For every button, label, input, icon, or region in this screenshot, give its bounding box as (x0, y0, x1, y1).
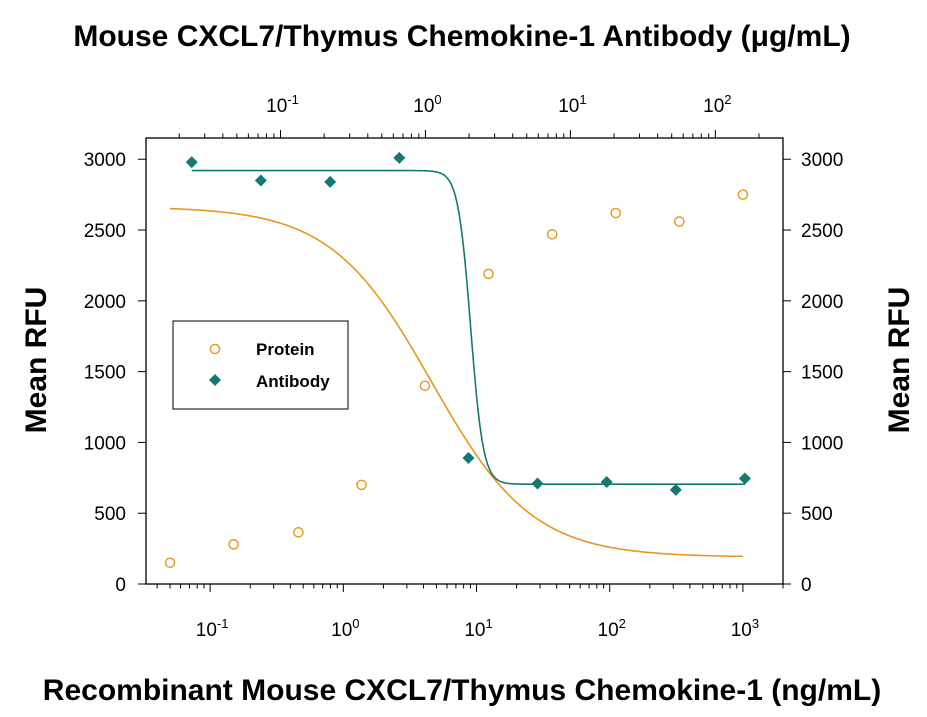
y-left-tick-label: 1000 (84, 433, 126, 454)
y-axis-label-left: Mean RFU (20, 287, 53, 434)
protein-data-point (293, 527, 304, 538)
bottom-tick-label: 10-1 (196, 616, 229, 641)
antibody-data-point (254, 174, 267, 187)
curves-layer (170, 169, 745, 558)
antibody-data-point (600, 476, 613, 489)
bottom-tick-label: 103 (731, 616, 759, 641)
y-right-tick-label: 3000 (801, 150, 843, 171)
chart-title: Mouse CXCL7/Thymus Chemokine-1 Antibody … (73, 20, 850, 53)
legend-box (172, 320, 349, 410)
y-right-tick-label: 0 (801, 575, 812, 596)
antibody-data-point (669, 483, 682, 496)
protein-data-point (164, 557, 176, 569)
protein-data-point (546, 228, 558, 240)
y-right-tick-label: 2000 (801, 292, 843, 313)
y-left-tick-label: 2000 (84, 292, 126, 313)
y-right-tick-label: 1500 (801, 363, 843, 384)
y-right-tick-label: 2500 (801, 221, 843, 242)
top-tick-label: 101 (558, 92, 586, 117)
legend-antibody-label: Antibody (256, 372, 330, 391)
top-tick-label: 100 (413, 92, 441, 117)
antibody-data-point (393, 151, 406, 164)
y-left-tick-label: 0 (115, 575, 126, 596)
antibody-data-point (324, 175, 337, 188)
bottom-tick-label: 101 (464, 616, 492, 641)
y-axis-label-right: Mean RFU (883, 287, 916, 434)
top-tick-label: 10-1 (266, 92, 299, 117)
protein-data-point (483, 268, 494, 280)
antibody-data-point (462, 451, 475, 464)
antibody-data-point (185, 156, 198, 169)
legend-antibody-marker (209, 374, 221, 386)
legend-protein-marker (209, 343, 221, 355)
bottom-tick-label: 100 (331, 616, 359, 641)
protein-data-point (419, 380, 431, 392)
plot-frame (145, 137, 784, 585)
protein-data-point (737, 189, 749, 200)
x-axis-label: Recombinant Mouse CXCL7/Thymus Chemokine… (43, 674, 881, 707)
y-right-tick-label: 1000 (801, 433, 843, 454)
legend-protein-label: Protein (256, 340, 315, 359)
y-left-tick-label: 1500 (84, 363, 126, 384)
protein-data-point (610, 207, 622, 219)
protein-fit-curve (170, 207, 743, 558)
protein-data-point (228, 539, 239, 550)
protein-data-point (356, 479, 367, 491)
antibody-fit-curve (191, 169, 745, 485)
ticks-layer: 10-1 100 101 102 103 10-1 100 101 102 0 0 500 500 100… (84, 92, 844, 641)
bottom-tick-label: 102 (598, 616, 626, 641)
y-left-tick-label: 2500 (84, 221, 126, 242)
y-left-tick-label: 3000 (84, 150, 126, 171)
protein-data-point (673, 216, 685, 227)
top-tick-label: 102 (703, 92, 731, 117)
antibody-data-point (531, 477, 544, 490)
points-layer (164, 151, 751, 569)
y-left-tick-label: 500 (94, 504, 126, 525)
y-right-tick-label: 500 (801, 504, 833, 525)
antibody-data-point (738, 472, 751, 485)
legend: Protein Antibody (172, 320, 349, 410)
